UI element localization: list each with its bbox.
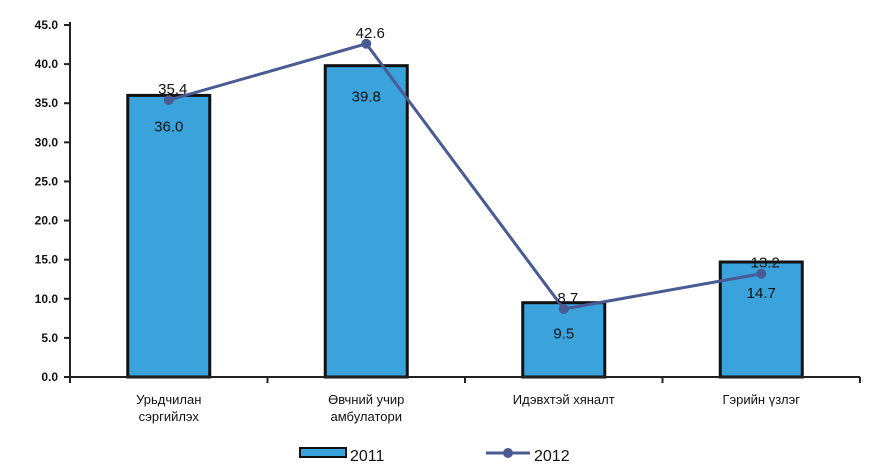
y-tick-label: 5.0: [41, 331, 58, 345]
legend-label-2011: 2011: [350, 448, 385, 465]
x-category-label: Урьдчилан: [136, 392, 201, 407]
legend-label-2012: 2012: [534, 448, 570, 465]
point-2012: [163, 95, 174, 106]
x-category-label: Гэрийн үзлэг: [723, 392, 801, 407]
series-line-2012: [168, 42, 762, 311]
legend: 2011 2012: [299, 447, 570, 465]
x-category-label: сэргийлэх: [139, 409, 200, 424]
bars-2011: [126, 64, 804, 379]
bar-2011: [718, 260, 804, 379]
data-label-2011: 14.7: [747, 285, 776, 302]
data-label-2012: 42.6: [356, 25, 385, 42]
y-tick-label: 25.0: [35, 174, 59, 188]
line-2012: [163, 38, 767, 314]
x-category-label: Идэвхтэй хяналт: [513, 392, 615, 407]
bar-2011: [126, 93, 212, 379]
point-2012: [756, 268, 767, 279]
y-axis-ticks: 0.0 5.0 10.0 15.0 20.0 25.0 30.0 35.0 40.0 45.0: [35, 18, 70, 384]
y-tick-label: 40.0: [35, 57, 59, 71]
y-tick-label: 20.0: [35, 214, 59, 228]
legend-swatch-2011: [299, 447, 347, 458]
y-tick-label: 45.0: [35, 18, 59, 32]
data-label-2011: 39.8: [352, 89, 381, 106]
x-category-label: амбулатори: [331, 409, 402, 424]
bar-2011: [323, 64, 409, 379]
y-tick-label: 35.0: [35, 96, 59, 110]
data-label-2012: 13.2: [751, 255, 780, 272]
data-label-2012: 35.4: [158, 81, 187, 98]
legend-marker-2012: [503, 448, 513, 458]
bar-2011: [521, 301, 607, 379]
data-label-2011: 9.5: [553, 326, 574, 343]
y-tick-label: 0.0: [41, 370, 58, 384]
point-2012: [361, 38, 372, 49]
point-2012: [558, 303, 569, 314]
data-labels: 36.0 39.8 9.5 14.7 35.4 42.6 8.7 13.2: [154, 25, 780, 343]
x-axis-categories: Урьдчилан сэргийлэх Өвчний учир амбулатори И…: [136, 392, 800, 424]
y-tick-label: 15.0: [35, 253, 59, 267]
axes: [69, 22, 861, 383]
x-category-label: Өвчний учир: [328, 392, 404, 407]
y-tick-label: 30.0: [35, 135, 59, 149]
data-label-2012: 8.7: [557, 290, 578, 307]
y-tick-label: 10.0: [35, 292, 59, 306]
data-label-2011: 36.0: [154, 118, 183, 135]
